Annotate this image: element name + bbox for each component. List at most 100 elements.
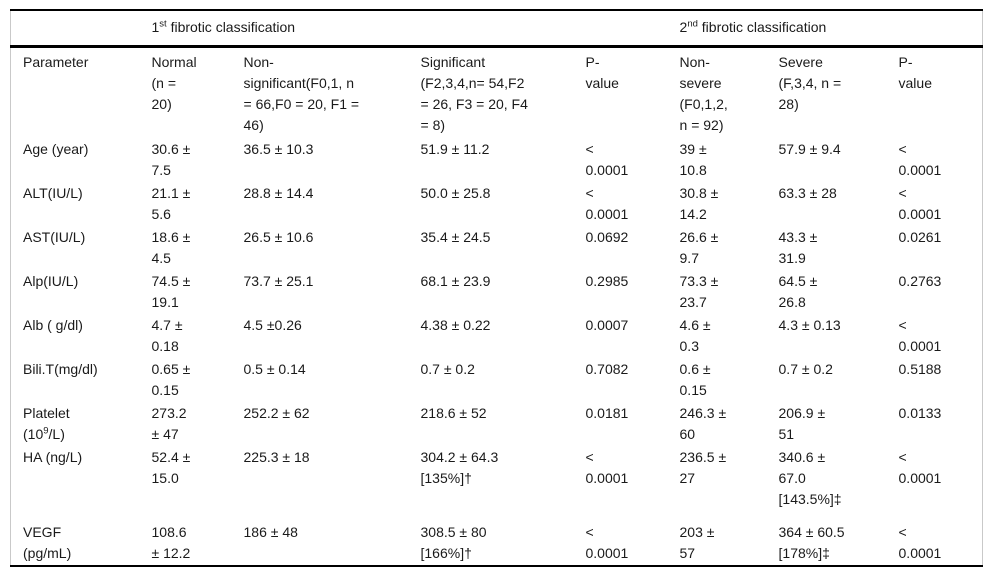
significant-cell: 35.4 ± 24.5 bbox=[420, 229, 491, 245]
group2-number: 2 bbox=[679, 19, 688, 35]
table-row-ast: AST(IU/L) 18.6 ± 4.5 26.5 ± 10.6 35.4 ± … bbox=[11, 226, 983, 270]
p-value-1-cell: 0.0007 bbox=[585, 317, 629, 333]
group-header-second-classification: 2nd fibrotic classification bbox=[679, 10, 983, 48]
non-significant-cell: 186 ± 48 bbox=[243, 524, 298, 540]
column-header-non-severe: Non- severe (F0,1,2, n = 92) bbox=[679, 54, 728, 133]
severe-cell: 0.7 ± 0.2 bbox=[778, 361, 833, 377]
param-cell: AST(IU/L) bbox=[23, 229, 86, 245]
non-severe-cell: 203 ± 57 bbox=[679, 524, 715, 561]
p-value-2-cell: < 0.0001 bbox=[898, 141, 942, 178]
table-row-ha: HA (ng/L) 52.4 ± 15.0 225.3 ± 18 304.2 ±… bbox=[11, 446, 983, 521]
non-severe-cell: 236.5 ± 27 bbox=[679, 449, 727, 486]
p-value-2-cell: < 0.0001 bbox=[898, 185, 942, 222]
significant-cell: 218.6 ± 52 bbox=[420, 405, 487, 421]
normal-cell: 52.4 ± 15.0 bbox=[151, 449, 191, 486]
significant-cell: 68.1 ± 23.9 bbox=[420, 273, 491, 289]
column-header-severe: Severe (F,3,4, n = 28) bbox=[778, 54, 842, 112]
significant-cell: 304.2 ± 64.3 [135%]† bbox=[420, 449, 499, 486]
group-header-spacer bbox=[10, 10, 152, 48]
severe-cell: 206.9 ± 51 bbox=[778, 405, 826, 442]
non-significant-cell: 26.5 ± 10.6 bbox=[243, 229, 314, 245]
group1-ordinal-superscript: st bbox=[159, 18, 167, 30]
non-severe-cell: 73.3 ± 23.7 bbox=[679, 273, 719, 310]
non-significant-cell: 252.2 ± 62 bbox=[243, 405, 310, 421]
non-severe-cell: 246.3 ± 60 bbox=[679, 405, 727, 442]
non-significant-cell: 36.5 ± 10.3 bbox=[243, 141, 314, 157]
non-significant-cell: 0.5 ± 0.14 bbox=[243, 361, 306, 377]
non-severe-cell: 26.6 ± 9.7 bbox=[679, 229, 719, 266]
normal-cell: 18.6 ± 4.5 bbox=[151, 229, 191, 266]
non-severe-cell: 30.8 ± 14.2 bbox=[679, 185, 719, 222]
p-value-1-cell: < 0.0001 bbox=[585, 449, 629, 486]
p-value-2-cell: < 0.0001 bbox=[898, 449, 942, 486]
param-cell: Bili.T(mg/dl) bbox=[23, 361, 98, 377]
column-header-non-significant: Non- significant(F0,1, n = 66,F0 = 20, F… bbox=[243, 54, 360, 133]
non-severe-cell: 0.6 ± 0.15 bbox=[679, 361, 711, 398]
non-significant-cell: 28.8 ± 14.4 bbox=[243, 185, 314, 201]
group-header-first-classification: 1st fibrotic classification bbox=[151, 10, 680, 48]
column-header-significant: Significant (F2,3,4,n= 54,F2 = 26, F3 = … bbox=[420, 54, 528, 133]
group2-label: fibrotic classification bbox=[697, 19, 827, 35]
group-header-row: 1st fibrotic classification 2nd fibrotic… bbox=[10, 10, 983, 48]
non-severe-cell: 39 ± 10.8 bbox=[679, 141, 707, 178]
p-value-1-cell: < 0.0001 bbox=[585, 185, 629, 222]
column-header-normal: Normal (n = 20) bbox=[151, 54, 197, 112]
normal-cell: 30.6 ± 7.5 bbox=[151, 141, 191, 178]
table-row-alt: ALT(IU/L) 21.1 ± 5.6 28.8 ± 14.4 50.0 ± … bbox=[11, 182, 983, 226]
param-cell: Alp(IU/L) bbox=[23, 273, 79, 289]
p-value-1-cell: 0.0692 bbox=[585, 229, 629, 245]
group1-number: 1 bbox=[151, 19, 160, 35]
param-cell: VEGF (pg/mL) bbox=[23, 524, 72, 561]
p-value-1-cell: 0.7082 bbox=[585, 361, 629, 377]
severe-cell: 364 ± 60.5 [178%]‡ bbox=[778, 524, 845, 561]
significant-cell: 50.0 ± 25.8 bbox=[420, 185, 491, 201]
significant-cell: 51.9 ± 11.2 bbox=[420, 141, 490, 157]
param-cell: ALT(IU/L) bbox=[23, 185, 83, 201]
param-cell: Age (year) bbox=[23, 141, 89, 157]
table-row-platelet: Platelet (109/L) 273.2 ± 47 252.2 ± 62 2… bbox=[11, 402, 983, 446]
normal-cell: 0.65 ± 0.15 bbox=[151, 361, 191, 398]
p-value-2-cell: 0.2763 bbox=[898, 273, 942, 289]
param-cell: Platelet (109/L) bbox=[11, 402, 152, 446]
non-significant-cell: 4.5 ±0.26 bbox=[243, 317, 302, 333]
normal-cell: 108.6 ± 12.2 bbox=[151, 524, 191, 561]
p-value-2-cell: 0.5188 bbox=[898, 361, 942, 377]
table-row-alb: Alb ( g/dl) 4.7 ± 0.18 4.5 ±0.26 4.38 ± … bbox=[11, 314, 983, 358]
significant-cell: 308.5 ± 80 [166%]† bbox=[420, 524, 487, 561]
normal-cell: 74.5 ± 19.1 bbox=[151, 273, 191, 310]
p-value-1-cell: < 0.0001 bbox=[585, 141, 629, 178]
non-significant-cell: 73.7 ± 25.1 bbox=[243, 273, 314, 289]
column-header-row: Parameter Normal (n = 20) Non- significa… bbox=[11, 47, 983, 139]
severe-cell: 64.5 ± 26.8 bbox=[778, 273, 818, 310]
normal-cell: 4.7 ± 0.18 bbox=[151, 317, 183, 354]
p-value-2-cell: < 0.0001 bbox=[898, 524, 942, 561]
p-value-2-cell: 0.0133 bbox=[898, 405, 942, 421]
param-cell: Alb ( g/dl) bbox=[23, 317, 83, 333]
normal-cell: 21.1 ± 5.6 bbox=[151, 185, 191, 222]
severe-cell: 57.9 ± 9.4 bbox=[778, 141, 841, 157]
column-header-p-value-2: P- value bbox=[898, 54, 932, 91]
table-row-bili-t: Bili.T(mg/dl) 0.65 ± 0.15 0.5 ± 0.14 0.7… bbox=[11, 358, 983, 402]
group2-ordinal-superscript: nd bbox=[687, 18, 698, 30]
column-header-p-value-1: P- value bbox=[585, 54, 619, 91]
fibrotic-classification-table: 1st fibrotic classification 2nd fibrotic… bbox=[10, 9, 984, 567]
table-row-age: Age (year) 30.6 ± 7.5 36.5 ± 10.3 51.9 ±… bbox=[11, 138, 983, 182]
non-severe-cell: 4.6 ± 0.3 bbox=[679, 317, 711, 354]
table-row-alp: Alp(IU/L) 74.5 ± 19.1 73.7 ± 25.1 68.1 ±… bbox=[11, 270, 983, 314]
platelet-label-pre: Platelet (10 bbox=[23, 405, 70, 442]
significant-cell: 4.38 ± 0.22 bbox=[420, 317, 491, 333]
severe-cell: 4.3 ± 0.13 bbox=[778, 317, 841, 333]
table-row-vegf: VEGF (pg/mL) 108.6 ± 12.2 186 ± 48 308.5… bbox=[11, 521, 983, 566]
severe-cell: 43.3 ± 31.9 bbox=[778, 229, 818, 266]
column-header-parameter: Parameter bbox=[23, 54, 89, 70]
p-value-1-cell: 0.0181 bbox=[585, 405, 629, 421]
platelet-exponent-superscript: 9 bbox=[43, 425, 49, 437]
p-value-1-cell: 0.2985 bbox=[585, 273, 629, 289]
group1-label: fibrotic classification bbox=[166, 19, 296, 35]
severe-cell: 63.3 ± 28 bbox=[778, 185, 837, 201]
platelet-label-post: /L) bbox=[48, 426, 65, 442]
p-value-1-cell: < 0.0001 bbox=[585, 524, 629, 561]
significant-cell: 0.7 ± 0.2 bbox=[420, 361, 475, 377]
normal-cell: 273.2 ± 47 bbox=[151, 405, 187, 442]
param-cell: HA (ng/L) bbox=[23, 449, 83, 465]
